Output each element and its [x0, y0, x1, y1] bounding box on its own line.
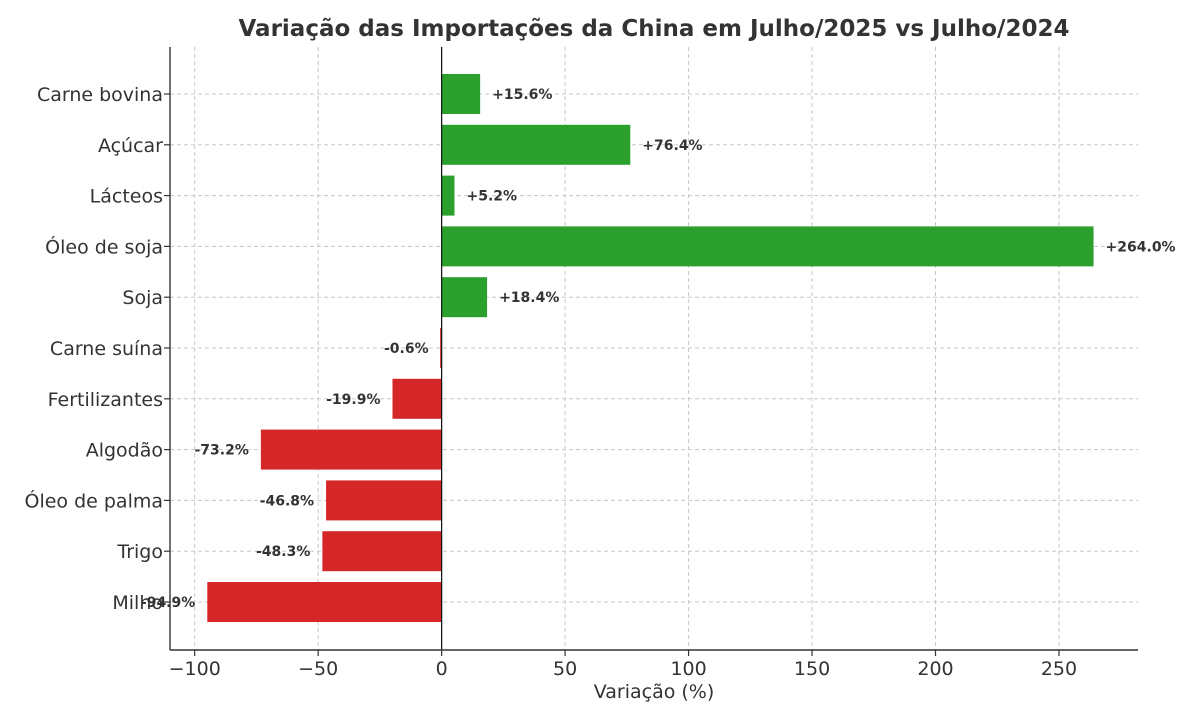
data-label: +18.4%: [499, 290, 559, 306]
category-label: Carne bovina: [37, 84, 163, 106]
category-label: Carne suína: [50, 338, 163, 360]
category-label: Óleo de soja: [45, 234, 163, 258]
bars: [207, 74, 1094, 622]
chart-title: Variação das Importações da China em Jul…: [239, 16, 1070, 42]
x-tick-label: 150: [794, 658, 830, 680]
bar-5: [440, 328, 442, 368]
bar-8: [326, 480, 442, 521]
category-label: Açúcar: [98, 135, 163, 157]
x-tick-label: 100: [670, 658, 706, 680]
category-label: Trigo: [116, 541, 163, 563]
data-label: +15.6%: [492, 87, 552, 103]
category-label: Algodão: [86, 440, 163, 462]
category-label: Soja: [122, 287, 163, 309]
category-label: Milho: [112, 592, 163, 614]
category-label: Óleo de palma: [24, 488, 163, 512]
x-tick-label: −50: [298, 658, 338, 680]
data-label: +5.2%: [466, 189, 517, 205]
data-label: +76.4%: [642, 138, 702, 154]
x-axis-label: Variação (%): [594, 681, 715, 703]
category-label: Fertilizantes: [48, 389, 163, 411]
data-label: -48.3%: [256, 544, 310, 560]
bar-10: [207, 582, 442, 622]
bar-4: [441, 277, 488, 318]
data-label: -0.6%: [384, 341, 429, 357]
bar-7: [260, 429, 442, 470]
data-label: +264.0%: [1106, 239, 1176, 255]
bar-2: [441, 175, 455, 216]
bar-3: [441, 226, 1094, 267]
x-tick-label: 200: [917, 658, 953, 680]
data-label: -94.9%: [141, 595, 195, 611]
x-tick-label: 50: [553, 658, 577, 680]
bar-1: [441, 124, 631, 165]
x-tick-label: −100: [169, 658, 221, 680]
x-tick-label: 250: [1041, 658, 1077, 680]
data-labels: +15.6% +76.4% +5.2% +264.0% +18.4% -0.6% -19.9…: [141, 87, 1176, 611]
bar-0: [441, 74, 481, 114]
data-label: -19.9%: [326, 392, 380, 408]
category-label: Lácteos: [90, 186, 163, 208]
data-label: -46.8%: [260, 493, 314, 509]
bar-6: [392, 378, 442, 419]
data-label: -73.2%: [194, 443, 248, 459]
bar-9: [322, 531, 442, 572]
axes: −100 −50 0 50 100 150 200 250 Carne bovina Açúcar…: [24, 47, 1138, 680]
x-tick-label: 0: [436, 658, 448, 680]
